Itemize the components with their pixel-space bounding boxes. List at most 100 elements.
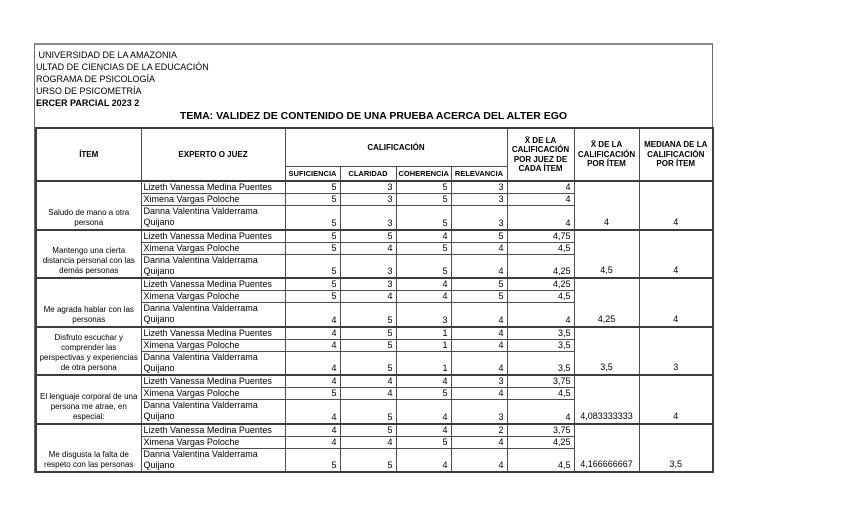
org-line-term: ERCER PARCIAL 2023 2 xyxy=(36,98,140,108)
score-claridad-cell: 5 xyxy=(339,399,397,424)
score-claridad-cell: 4 xyxy=(339,290,397,303)
validity-table: ÍTEM EXPERTO O JUEZ CALIFICACIÓN X̄ DE L… xyxy=(35,127,715,473)
score-suficiencia-cell: 5 xyxy=(284,193,341,206)
judge-cell: Ximena Vargas Poloche xyxy=(140,193,286,206)
item-cell: El lenguaje corporal de una persona me a… xyxy=(35,374,142,424)
page-title: TEMA: VALIDEZ DE CONTENIDO DE UNA PRUEBA… xyxy=(179,110,568,122)
judge-cell: Lizeth Vanessa Medina Puentes xyxy=(140,180,286,194)
judge-mean-cell: 4 xyxy=(506,193,575,206)
item-cell: Me disgusta la falta de respeto con las … xyxy=(35,422,142,473)
score-coherencia-cell: 4 xyxy=(395,447,452,473)
score-suficiencia-cell: 4 xyxy=(284,325,341,340)
score-relevancia-cell: 4 xyxy=(450,350,508,376)
score-suficiencia-cell: 5 xyxy=(284,253,341,279)
table-row: Danna Valentina Valderrama Quijano 4 5 4 3 4 xyxy=(36,399,713,424)
item-mean-cell: 4 xyxy=(573,180,640,230)
judge-mean-cell: 4,25 xyxy=(506,435,575,449)
item-median-cell: 4 xyxy=(638,374,714,424)
col-header-item: ÍTEM xyxy=(35,127,142,182)
item-mean-cell: 4,166666667 xyxy=(573,422,640,473)
score-relevancia-cell: 5 xyxy=(450,290,508,303)
score-coherencia-cell: 5 xyxy=(395,387,452,400)
judge-mean-cell: 3,75 xyxy=(506,422,575,437)
judge-cell: Danna Valentina Valderrama Quijano xyxy=(140,399,286,424)
score-suficiencia-cell: 4 xyxy=(284,350,341,376)
score-claridad-cell: 5 xyxy=(339,338,397,352)
score-relevancia-cell: 4 xyxy=(450,241,508,255)
score-coherencia-cell: 4 xyxy=(395,290,452,303)
judge-mean-cell: 4 xyxy=(506,302,575,327)
score-coherencia-cell: 4 xyxy=(395,399,452,424)
col-header-relevancia: RELEVANCIA xyxy=(450,165,508,182)
judge-mean-cell: 4,5 xyxy=(506,447,575,473)
item-mean-cell: 4,25 xyxy=(573,277,640,327)
score-suficiencia-cell: 5 xyxy=(284,447,341,473)
judge-cell: Danna Valentina Valderrama Quijano xyxy=(140,447,286,473)
score-suficiencia-cell: 4 xyxy=(284,338,341,352)
score-claridad-cell: 4 xyxy=(339,387,397,400)
item-median-cell: 4 xyxy=(638,228,714,279)
table-row: Disfruto escuchar y comprender las persp… xyxy=(35,325,714,376)
col-header-expert: EXPERTO O JUEZ xyxy=(140,127,286,182)
org-line-program: ROGRAMA DE PSICOLOGÍA xyxy=(36,74,156,84)
table-row: Ximena Vargas Poloche 5 4 5 4 4,5 xyxy=(36,241,713,255)
item-cell: Mantengo una cierta distancia personal c… xyxy=(35,228,142,279)
score-suficiencia-cell: 4 xyxy=(284,399,341,424)
score-coherencia-cell: 4 xyxy=(395,422,452,437)
score-suficiencia-cell: 5 xyxy=(284,180,341,194)
score-coherencia-cell: 1 xyxy=(395,350,452,376)
judge-mean-cell: 3,75 xyxy=(506,374,575,388)
org-line-course: URSO DE PSICOMETRÍA xyxy=(36,86,142,96)
judge-cell: Lizeth Vanessa Medina Puentes xyxy=(140,422,286,437)
score-coherencia-cell: 4 xyxy=(395,277,452,291)
judge-cell: Danna Valentina Valderrama Quijano xyxy=(140,302,286,327)
score-coherencia-cell: 5 xyxy=(395,205,452,230)
item-median-cell: 3,5 xyxy=(638,422,714,473)
table-row: Danna Valentina Valderrama Quijano 4 5 3 4 4 xyxy=(36,302,713,327)
score-relevancia-cell: 2 xyxy=(450,422,508,437)
table-row: Me disgusta la falta de respeto con las … xyxy=(35,422,714,473)
score-claridad-cell: 4 xyxy=(339,435,397,449)
score-coherencia-cell: 5 xyxy=(395,241,452,255)
score-suficiencia-cell: 5 xyxy=(284,387,341,400)
judge-cell: Lizeth Vanessa Medina Puentes xyxy=(140,374,286,388)
score-claridad-cell: 3 xyxy=(339,193,397,206)
table-row: El lenguaje corporal de una persona me a… xyxy=(35,374,714,424)
score-relevancia-cell: 3 xyxy=(450,374,508,388)
item-mean-cell: 4,083333333 xyxy=(573,374,640,424)
judge-cell: Danna Valentina Valderrama Quijano xyxy=(140,253,286,279)
score-suficiencia-cell: 5 xyxy=(284,205,341,230)
score-relevancia-cell: 4 xyxy=(450,302,508,327)
table-row: Ximena Vargas Poloche 4 5 1 4 3,5 xyxy=(36,338,713,352)
judge-mean-cell: 4,75 xyxy=(506,228,575,243)
judge-mean-cell: 4 xyxy=(506,399,575,424)
item-median-cell: 4 xyxy=(638,277,714,327)
judge-cell: Danna Valentina Valderrama Quijano xyxy=(140,350,286,376)
score-coherencia-cell: 4 xyxy=(395,228,452,243)
judge-cell: Ximena Vargas Poloche xyxy=(140,241,286,255)
score-relevancia-cell: 3 xyxy=(450,205,508,230)
score-claridad-cell: 4 xyxy=(339,374,397,388)
org-line-university: UNIVERSIDAD DE LA AMAZONIA xyxy=(36,50,178,60)
score-claridad-cell: 5 xyxy=(339,447,397,473)
item-median-cell: 3 xyxy=(638,325,714,376)
table-row: Danna Valentina Valderrama Quijano 5 3 5 3 4 xyxy=(36,205,713,230)
judge-mean-cell: 4,5 xyxy=(506,241,575,255)
col-header-claridad: CLARIDAD xyxy=(339,165,397,182)
table-row: Mantengo una cierta distancia personal c… xyxy=(35,228,714,279)
item-cell: Me agrada hablar con las personas xyxy=(35,277,142,327)
score-coherencia-cell: 3 xyxy=(395,302,452,327)
table-row: Danna Valentina Valderrama Quijano 5 5 4 4 4,… xyxy=(36,447,713,473)
judge-mean-cell: 4,25 xyxy=(506,277,575,291)
table-row: Me agrada hablar con las personas Lizeth … xyxy=(35,277,714,327)
score-relevancia-cell: 3 xyxy=(450,399,508,424)
judge-cell: Lizeth Vanessa Medina Puentes xyxy=(140,277,286,291)
item-median-cell: 4 xyxy=(638,180,714,230)
judge-cell: Ximena Vargas Poloche xyxy=(140,290,286,303)
score-coherencia-cell: 5 xyxy=(395,180,452,194)
score-suficiencia-cell: 5 xyxy=(284,228,341,243)
score-relevancia-cell: 3 xyxy=(450,193,508,206)
score-relevancia-cell: 4 xyxy=(450,435,508,449)
org-header: UNIVERSIDAD DE LA AMAZONIA ULTAD DE CIEN… xyxy=(35,45,712,109)
score-coherencia-cell: 4 xyxy=(395,374,452,388)
